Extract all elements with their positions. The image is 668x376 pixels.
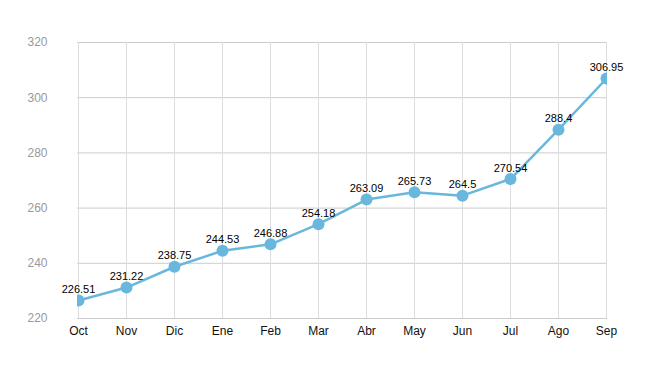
svg-text:246.88: 246.88: [254, 227, 288, 239]
svg-text:Ene: Ene: [212, 324, 234, 338]
svg-text:240: 240: [27, 256, 47, 270]
svg-text:Oct: Oct: [69, 324, 88, 338]
svg-text:220: 220: [27, 311, 47, 325]
svg-text:May: May: [403, 324, 426, 338]
svg-text:260: 260: [27, 201, 47, 215]
svg-text:263.09: 263.09: [350, 182, 384, 194]
svg-text:306.95: 306.95: [590, 61, 624, 73]
svg-text:280: 280: [27, 146, 47, 160]
svg-text:Nov: Nov: [116, 324, 137, 338]
svg-text:Dic: Dic: [166, 324, 183, 338]
svg-text:Mar: Mar: [308, 324, 329, 338]
svg-text:254.18: 254.18: [302, 207, 336, 219]
svg-text:Ago: Ago: [548, 324, 570, 338]
svg-text:288.4: 288.4: [545, 112, 573, 124]
svg-text:226.51: 226.51: [62, 283, 96, 295]
svg-text:Sep: Sep: [596, 324, 618, 338]
svg-text:264.5: 264.5: [449, 178, 477, 190]
svg-text:Jul: Jul: [503, 324, 518, 338]
svg-text:231.22: 231.22: [110, 270, 144, 282]
svg-text:270.54: 270.54: [494, 162, 528, 174]
svg-text:265.73: 265.73: [398, 175, 432, 187]
svg-text:Jun: Jun: [453, 324, 472, 338]
svg-text:244.53: 244.53: [206, 233, 240, 245]
svg-text:300: 300: [27, 91, 47, 105]
svg-text:Abr: Abr: [357, 324, 376, 338]
svg-text:320: 320: [27, 35, 47, 49]
svg-text:Feb: Feb: [260, 324, 281, 338]
svg-text:238.75: 238.75: [158, 249, 192, 261]
